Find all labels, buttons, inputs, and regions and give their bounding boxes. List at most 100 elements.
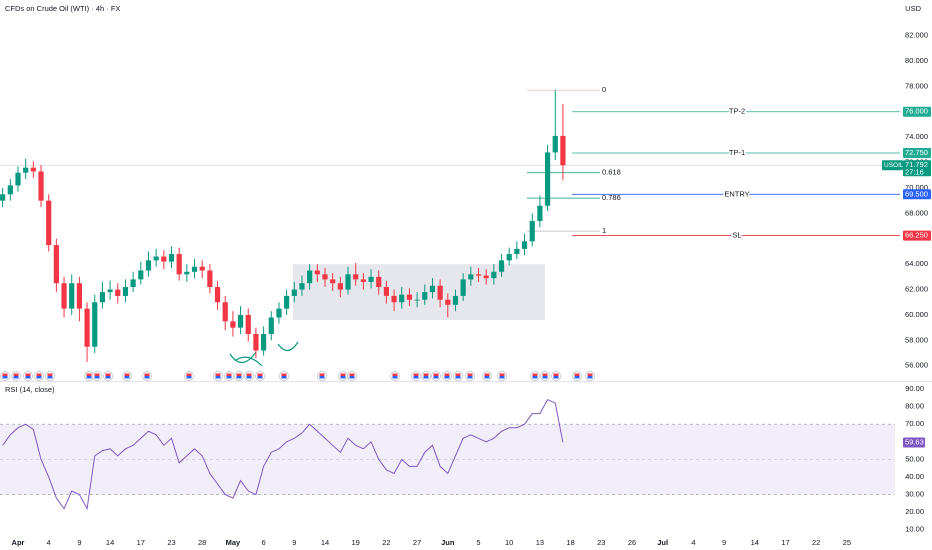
candle-body bbox=[284, 295, 290, 309]
level-tag bbox=[903, 148, 931, 159]
event-flag bbox=[246, 376, 252, 379]
candle-body bbox=[46, 200, 52, 246]
event-flag bbox=[13, 373, 19, 376]
event-flag bbox=[455, 373, 461, 376]
event-flag bbox=[392, 376, 398, 379]
candle-body bbox=[15, 172, 21, 186]
event-flag bbox=[455, 376, 461, 379]
rsi-tick-label: 80.00 bbox=[905, 402, 924, 411]
candle-body bbox=[299, 283, 305, 290]
event-flag bbox=[186, 376, 192, 379]
candle-body bbox=[99, 292, 106, 303]
x-tick-label: Jul bbox=[657, 538, 668, 547]
range-box bbox=[293, 264, 545, 321]
y-tick-label: 78.000 bbox=[905, 81, 928, 90]
candle-body bbox=[544, 152, 551, 206]
x-tick-label: 27 bbox=[413, 538, 421, 547]
candle-body bbox=[222, 302, 228, 322]
candle-body bbox=[529, 220, 535, 242]
level-name: ENTRY bbox=[724, 189, 749, 198]
event-flag bbox=[532, 373, 538, 376]
candle-body bbox=[107, 289, 113, 293]
event-flag bbox=[499, 373, 505, 376]
x-tick-label: 23 bbox=[167, 538, 175, 547]
candle-body bbox=[445, 299, 451, 305]
level-tag-label: 76.000 bbox=[905, 107, 928, 116]
x-tick-label: 22 bbox=[812, 538, 820, 547]
candle-body bbox=[383, 287, 389, 296]
y-tick-label: 60.000 bbox=[905, 310, 928, 319]
y-tick-label: 64.000 bbox=[905, 259, 928, 268]
candle-body bbox=[345, 274, 351, 290]
candle-body bbox=[184, 271, 190, 275]
chart-title: CFDs on Crude Oil (WTI) · 4h · FX bbox=[5, 4, 120, 13]
x-tick-label: May bbox=[226, 538, 241, 547]
x-tick-label: 4 bbox=[47, 538, 51, 547]
fib-label: 0 bbox=[602, 85, 606, 94]
x-tick-label: 9 bbox=[722, 538, 726, 547]
y-tick-label: 80.000 bbox=[905, 56, 928, 65]
event-flag bbox=[215, 373, 221, 376]
event-flag bbox=[574, 373, 580, 376]
candle-body bbox=[245, 314, 251, 335]
candle-body bbox=[452, 295, 459, 305]
event-flag bbox=[532, 376, 538, 379]
x-tick-label: Jun bbox=[441, 538, 455, 547]
rsi-tag bbox=[903, 437, 925, 448]
event-flag bbox=[542, 373, 548, 376]
drawing bbox=[229, 351, 263, 367]
event-flag bbox=[349, 376, 355, 379]
candle-body bbox=[214, 287, 221, 303]
event-flag bbox=[236, 373, 242, 376]
fib-label: 0.786 bbox=[602, 193, 621, 202]
event-flag bbox=[47, 373, 53, 376]
candle-body bbox=[368, 276, 374, 282]
event-flag bbox=[340, 373, 346, 376]
candle-body bbox=[84, 308, 90, 347]
symbol-tag-label: USOIL bbox=[884, 162, 904, 169]
level-tag-label: 66.250 bbox=[905, 231, 928, 240]
candle-body bbox=[92, 302, 98, 347]
candle-body bbox=[253, 334, 259, 351]
candle-body bbox=[115, 289, 121, 296]
candle-body bbox=[7, 185, 13, 195]
event-flag bbox=[257, 376, 263, 379]
event-flag bbox=[467, 376, 473, 379]
candle-body bbox=[199, 266, 205, 271]
event-flag bbox=[124, 376, 130, 379]
fib-label: 1 bbox=[602, 226, 606, 235]
x-tick-label: 19 bbox=[352, 538, 360, 547]
rsi-label: RSI (14, close) bbox=[5, 385, 55, 394]
event-flag bbox=[392, 373, 398, 376]
events bbox=[0, 371, 595, 381]
event-flag bbox=[94, 376, 100, 379]
countdown: 27:16 bbox=[905, 168, 924, 177]
event-flag bbox=[86, 376, 92, 379]
rsi-tick-label: 40.00 bbox=[905, 472, 924, 481]
event-flag bbox=[433, 373, 439, 376]
event-flag bbox=[47, 376, 53, 379]
candle-body bbox=[521, 241, 528, 249]
x-tick-label: 10 bbox=[505, 538, 513, 547]
event-flag bbox=[144, 373, 150, 376]
candle-body bbox=[314, 270, 320, 275]
event-flag bbox=[2, 376, 8, 379]
x-tick-label: 17 bbox=[781, 538, 789, 547]
event-flag bbox=[281, 373, 287, 376]
event-flag bbox=[542, 376, 548, 379]
rsi-line bbox=[2, 398, 564, 511]
event-flag bbox=[2, 373, 8, 376]
event-flag bbox=[319, 376, 325, 379]
event-flag bbox=[36, 376, 42, 379]
level-name: TP-1 bbox=[729, 148, 745, 157]
x-tick-label: 18 bbox=[566, 538, 574, 547]
event-flag bbox=[226, 373, 232, 376]
event-flag bbox=[484, 373, 490, 376]
event-flag bbox=[587, 373, 593, 376]
event-flag bbox=[257, 373, 263, 376]
candle-body bbox=[307, 270, 313, 284]
candle-body bbox=[76, 283, 82, 309]
y-tick-label: 82.000 bbox=[905, 31, 928, 40]
candle-body bbox=[437, 285, 443, 300]
